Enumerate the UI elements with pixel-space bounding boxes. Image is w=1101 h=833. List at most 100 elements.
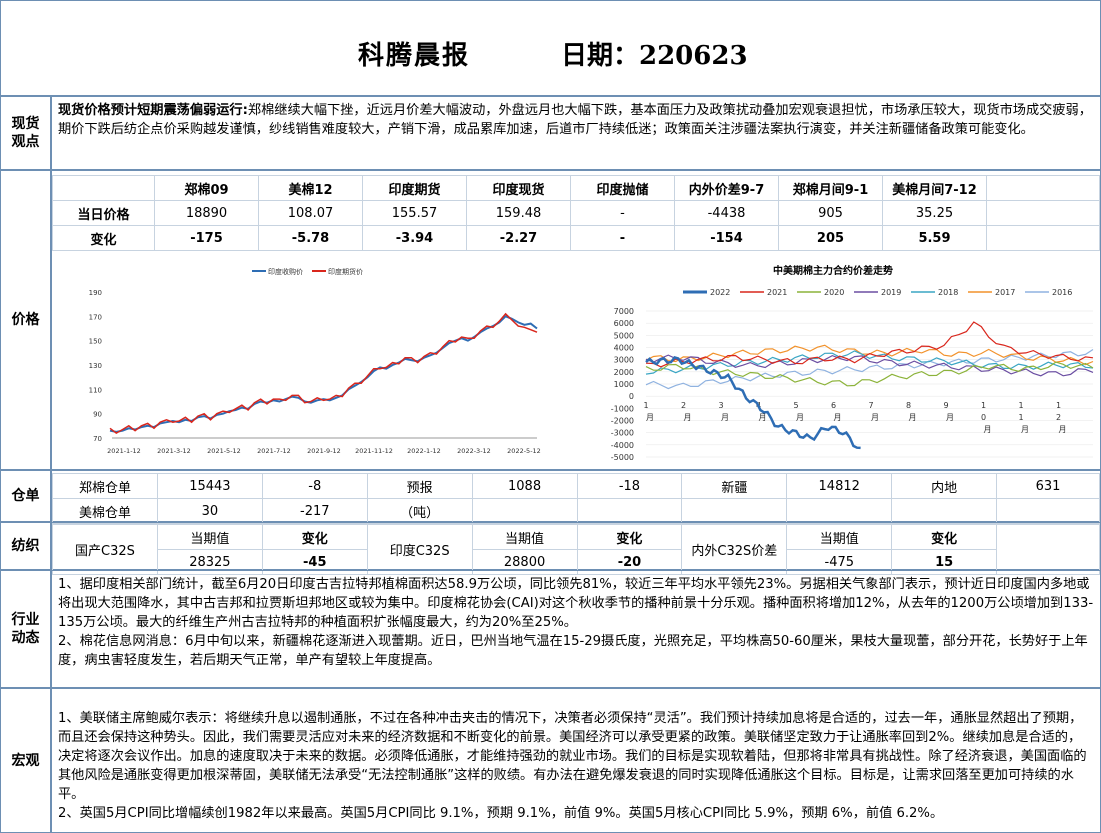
row-label-price: 当日价格 [52,200,155,226]
macro-paragraph-1: 1、美联储主席鲍威尔表示：将继续升息以遏制通胀，不过在各种冲击夹击的情况下，决策… [58,711,1087,802]
macro-paragraph-2: 2、英国5月CPI同比增幅续创1982年以来最高。英国5月CPI同比 9.1%，… [58,806,944,821]
legend-label: 2018 [938,288,958,297]
price-header: 郑棉09 [154,175,259,201]
x-tick-label: 月 [796,413,804,422]
india-futures-price-line [109,312,538,434]
legend-label: 2021 [767,288,787,297]
wh-cell: （吨） [366,498,473,524]
price-header: 美棉月间7-12 [882,175,987,201]
wh-cell [891,498,998,524]
wh-cell: 内地 [891,473,998,499]
wh-cell: 30 [156,498,263,524]
wh-cell: 郑棉仓单 [52,473,158,499]
row-label-change: 变化 [52,225,155,251]
price-header: 印度抛储 [570,175,675,201]
x-tick-label: 2021-9-12 [307,447,341,455]
legend-label: 印度收购价 [268,267,303,276]
spread-series-line [645,355,861,450]
spread-series-line [645,361,1094,387]
y-tick-label: 5000 [614,331,634,340]
spread-series-line [645,350,1094,375]
x-tick-label: 2021-11-12 [355,447,393,455]
y-tick-label: 90 [93,411,102,419]
macro-label: 宏观 [0,688,51,833]
india-price-chart: 印度收购价 印度期货价 190 170 150 130 110 90 70 2021-1-12… [62,257,542,465]
legend-label: 2019 [881,288,901,297]
cn-us-spread-chart: 中美期棉主力合约价差走势 2022 2021 2020 2019 2018 2017 201… [548,257,1098,467]
wh-cell: 新疆 [681,473,788,499]
yarn-header: 当期值 [471,524,578,550]
y-tick-label: 0 [629,392,634,401]
x-tick-label: 3 [718,401,723,410]
spread-chart-title: 中美期棉主力合约价差走势 [773,264,893,277]
price-header: 印度现货 [466,175,571,201]
legend-label: 2022 [710,288,730,297]
price-header: 郑棉月间9-1 [778,175,883,201]
x-tick-label: 8 [906,401,911,410]
x-tick-label: 7 [868,401,873,410]
legend-label: 2017 [995,288,1015,297]
x-tick-label: 1 [1018,401,1023,410]
yarn-header: 变化 [891,524,998,550]
wh-cell: -8 [261,473,368,499]
wh-cell: 1088 [471,473,578,499]
x-tick-label: 月 [759,413,767,422]
x-tick-label: 5 [793,401,798,410]
change-value: -175 [154,225,259,251]
change-value: -2.27 [466,225,571,251]
change-value: - [570,225,675,251]
wh-cell: 631 [996,473,1100,499]
price-value: - [570,200,675,226]
price-header: 美棉12 [258,175,363,201]
yarn-header: 变化 [576,524,683,550]
price-value: 18890 [154,200,259,226]
spread-series-line [645,321,1094,368]
india-price-chart-svg: 印度收购价 印度期货价 190 170 150 130 110 90 70 2021-1-12… [89,267,541,455]
wh-cell: 14812 [786,473,893,499]
y-tick-label: 6000 [614,319,634,328]
yarn-table: 国产C32S 当期值 变化 印度C32S 当期值 变化 内外C32S价差 当期值… [52,524,1100,575]
y-tick-label: 130 [89,362,102,370]
x-tick-label: 2022-1-12 [407,447,441,455]
price-value: 108.07 [258,200,363,226]
india-purchase-price-line [109,315,538,433]
change-value: 205 [778,225,883,251]
price-table: 郑棉09 美棉12 印度期货 印度现货 印度抛储 内外价差9-7 郑棉月间9-1… [52,175,1100,251]
wh-cell: 预报 [366,473,473,499]
x-tick-label: 1 [1018,413,1023,422]
cn-us-spread-chart-svg: 中美期棉主力合约价差走势 2022 2021 2020 2019 2018 2017 201… [611,264,1094,462]
spot-heading: 现货价格预计短期震荡偏弱运行: [58,103,248,118]
x-tick-label: 1 [981,401,986,410]
x-tick-label: 月 [1059,425,1067,434]
industry-paragraph-2: 2、棉花信息网消息：6月中旬以来，新疆棉花逐渐进入现蕾期。近日，巴州当地气温在1… [58,634,1088,668]
wh-cell [786,498,893,524]
y-tick-label: 2000 [614,368,634,377]
yarn-domestic-label: 国产C32S [52,524,158,575]
y-tick-label: 190 [89,289,102,297]
wh-cell [576,498,683,524]
wh-cell [996,498,1100,524]
yarn-header: 当期值 [786,524,893,550]
macro-panel: 1、美联储主席鲍威尔表示：将继续升息以遏制通胀，不过在各种冲击夹击的情况下，决策… [51,688,1101,833]
report-title: 科腾晨报 [358,41,471,71]
x-tick-label: 2021-5-12 [207,447,241,455]
industry-label: 行业动态 [0,570,51,688]
spot-text: 现货价格预计短期震荡偏弱运行:郑棉继续大幅下挫，近远月价差大幅波动，外盘远月也大… [52,97,1100,139]
warehouse-label: 仓单 [0,470,51,522]
y-tick-label: -1000 [611,404,634,413]
x-tick-label: 2021-3-12 [157,447,191,455]
x-tick-label: 月 [909,413,917,422]
yarn-panel: 国产C32S 当期值 变化 印度C32S 当期值 变化 内外C32S价差 当期值… [51,522,1101,575]
spot-label: 现货观点 [0,96,51,170]
x-tick-label: 月 [984,425,992,434]
x-tick-label: 1 [643,401,648,410]
y-tick-label: 70 [93,435,102,443]
x-tick-label: 2022-3-12 [457,447,491,455]
macro-news: 1、美联储主席鲍威尔表示：将继续升息以遏制通胀，不过在各种冲击夹击的情况下，决策… [52,689,1100,827]
y-tick-label: 1000 [614,380,634,389]
wh-cell: 美棉仓单 [52,498,158,524]
wh-cell: 15443 [156,473,263,499]
y-tick-label: 170 [89,313,102,321]
spread-series-line [645,348,1094,390]
